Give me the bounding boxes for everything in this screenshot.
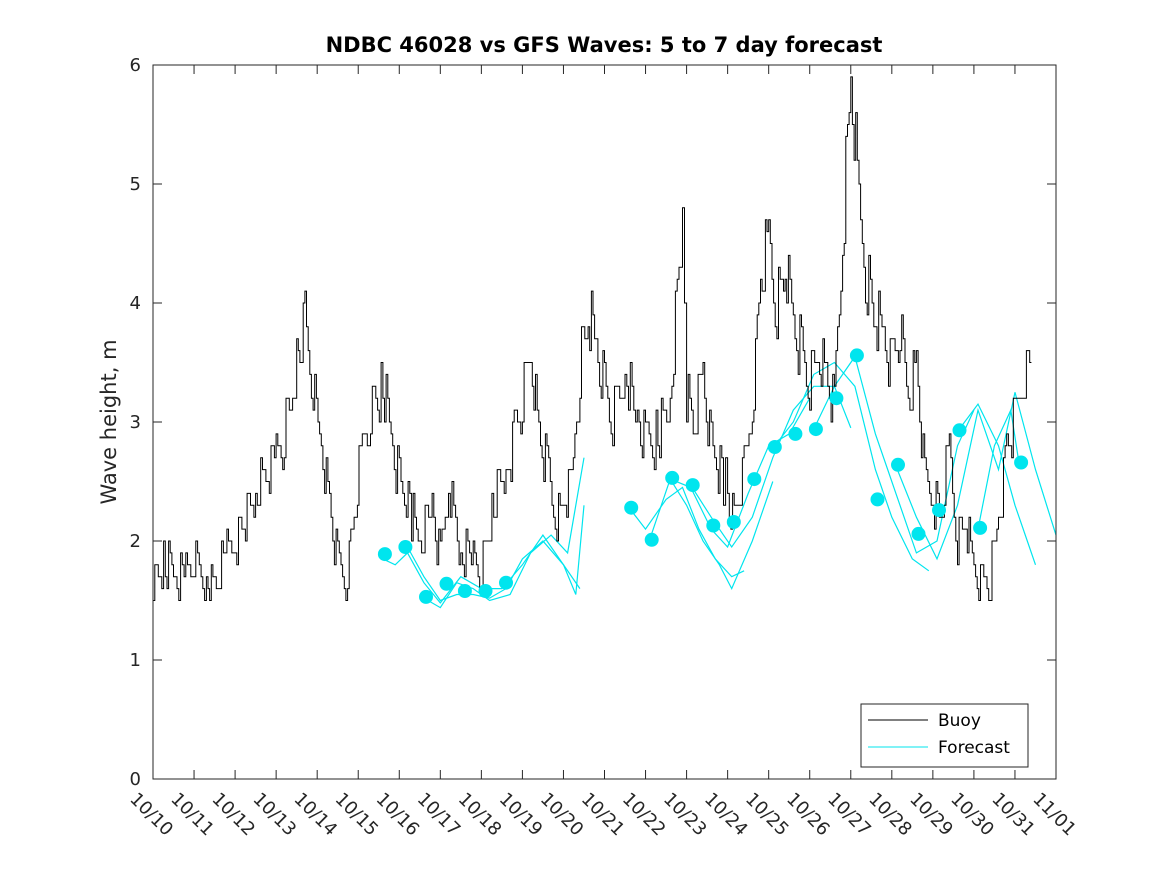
- forecast-line: [772, 361, 930, 572]
- y-tick-label: 0: [130, 769, 141, 790]
- y-tick-label: 2: [130, 531, 141, 552]
- forecast-line: [628, 486, 745, 578]
- forecast-point: [665, 470, 680, 485]
- buoy-line: [153, 76, 1032, 601]
- legend-buoy-label: Buoy: [938, 711, 981, 731]
- legend-forecast-label: Forecast: [938, 738, 1010, 758]
- forecast-point: [377, 547, 392, 562]
- forecast-point: [439, 576, 454, 591]
- plot-frame: [152, 64, 1057, 780]
- series-layer: [153, 76, 1057, 609]
- forecast-point: [706, 518, 721, 533]
- y-tick-labels: 0 1 2 3 4 5 6: [130, 55, 141, 790]
- forecast-point: [767, 440, 782, 454]
- y-axis-label: Wave height, m: [97, 339, 121, 504]
- forecast-point: [891, 457, 905, 472]
- y-tick-label: 4: [130, 293, 141, 314]
- forecast-point: [870, 492, 885, 507]
- forecast-point: [808, 422, 823, 437]
- y-tick-label: 5: [130, 174, 141, 195]
- forecast-line: [813, 355, 975, 554]
- forecast-point: [973, 520, 988, 535]
- forecast-point: [829, 391, 844, 406]
- forecast-point: [849, 348, 864, 363]
- forecast-point: [685, 478, 700, 493]
- y-tick-label: 1: [130, 650, 141, 671]
- forecast-point: [457, 584, 472, 598]
- y-tick-label: 6: [130, 55, 141, 76]
- forecast-point: [788, 426, 803, 441]
- legend-box: [860, 703, 1029, 768]
- forecast-point: [624, 500, 639, 515]
- forecast-point: [952, 423, 967, 438]
- forecast-point: [726, 515, 741, 529]
- forecast-line: [406, 540, 581, 602]
- forecast-line: [977, 408, 1020, 530]
- forecast-point: [747, 472, 762, 487]
- forecast-line: [423, 457, 585, 609]
- chart-title: NDBC 46028 vs GFS Waves: 5 to 7 day fore…: [326, 33, 883, 57]
- plot-area: [153, 65, 1056, 779]
- legend: Buoy Forecast: [860, 703, 1029, 768]
- forecast-line: [957, 402, 1037, 565]
- forecast-point: [499, 575, 513, 590]
- axis-ticks: [152, 64, 1057, 780]
- forecast-point: [1014, 455, 1029, 470]
- forecast-point: [932, 503, 946, 518]
- forecast-point: [419, 589, 433, 604]
- forecast-point: [644, 532, 659, 547]
- forecast-point: [911, 526, 926, 541]
- forecast-point: [398, 540, 413, 554]
- y-tick-label: 3: [130, 412, 141, 433]
- forecast-point: [478, 584, 493, 598]
